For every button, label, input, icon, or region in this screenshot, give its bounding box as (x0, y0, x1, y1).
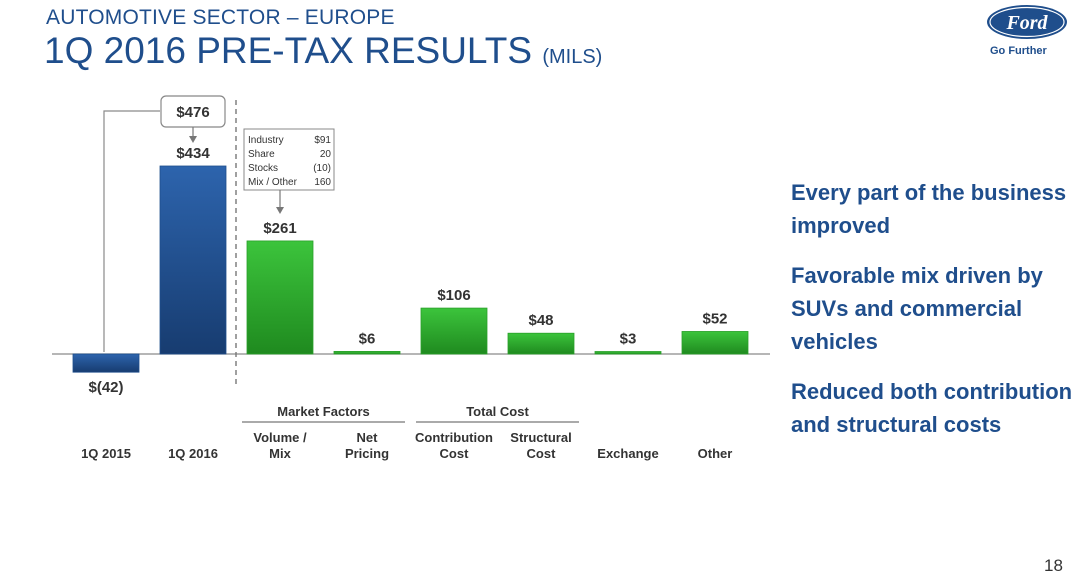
ford-logo-ring (989, 6, 1065, 38)
bar-6 (594, 351, 662, 355)
key-points: Every part of the business improved Favo… (791, 176, 1081, 458)
brand-tagline: Go Further (990, 45, 1047, 57)
category-label-7: Other (698, 446, 733, 461)
category-label-6: Exchange (597, 446, 658, 461)
value-label-2: $261 (263, 220, 296, 237)
category-label-1: 1Q 2016 (168, 446, 218, 461)
category-label-2-line-0: Volume / (253, 430, 307, 445)
category-label-5-line-1: Cost (527, 446, 557, 461)
ford-logo-text: Ford (1005, 12, 1048, 34)
value-label-1: $434 (176, 145, 210, 162)
breakdown-arrow-head (276, 207, 284, 214)
page-title: 1Q 2016 PRE-TAX RESULTS (MILS) (44, 30, 602, 72)
waterfall-chart: $(42) $434 $261 $6 $106 $48 $3 $52 $476 Industry $… (52, 95, 770, 461)
breakdown-value-1: 20 (320, 149, 332, 160)
group-label-1: Total Cost (466, 404, 529, 419)
callout-label: $476 (176, 104, 209, 121)
category-label-3-line-0: Net (357, 430, 379, 445)
bar-3 (333, 351, 401, 355)
callout-connector (103, 110, 160, 352)
bar-4 (420, 307, 488, 355)
category-label-5-line-0: Structural (510, 430, 571, 445)
bar-0 (72, 353, 140, 373)
category-label-4-line-1: Cost (440, 446, 470, 461)
value-label-5: $48 (528, 312, 553, 329)
bar-2 (246, 240, 314, 355)
category-label-3: Net Pricing (345, 430, 389, 461)
breakdown-value-3: 160 (314, 177, 331, 188)
category-label-4: Contribution Cost (415, 430, 493, 461)
category-label-7-line-0: Other (698, 446, 733, 461)
category-label-3-line-1: Pricing (345, 446, 389, 461)
category-label-5: Structural Cost (510, 430, 571, 461)
value-label-7: $52 (702, 310, 727, 327)
value-label-4: $106 (437, 287, 470, 304)
page-title-text: 1Q 2016 PRE-TAX RESULTS (44, 30, 533, 71)
group-label-0: Market Factors (277, 404, 369, 419)
value-label-0: $(42) (88, 379, 123, 396)
breakdown-label-0: Industry (248, 135, 284, 146)
ford-logo: Ford (987, 5, 1067, 39)
category-label-0: 1Q 2015 (81, 446, 131, 461)
breakdown-label-1: Share (248, 149, 275, 160)
breakdown-label-3: Mix / Other (248, 177, 298, 188)
key-point-1: Every part of the business improved (791, 180, 1067, 238)
title-unit: (MILS) (542, 46, 603, 68)
page-number: 18 (1044, 556, 1063, 575)
bar-7 (681, 331, 749, 355)
category-label-2-line-1: Mix (269, 446, 291, 461)
category-label-1-line-0: 1Q 2016 (168, 446, 218, 461)
key-point-2: Favorable mix driven by SUVs and commerc… (791, 263, 1043, 354)
callout-arrow-head (189, 136, 197, 143)
breakdown-label-2: Stocks (248, 163, 278, 174)
category-label-2: Volume / Mix (253, 430, 307, 461)
ford-logo-oval (987, 5, 1067, 39)
category-label-6-line-0: Exchange (597, 446, 658, 461)
value-label-3: $6 (359, 330, 376, 347)
key-point-3: Reduced both contribution and structural… (791, 379, 1073, 437)
section-kicker: AUTOMOTIVE SECTOR – EUROPE (46, 6, 395, 29)
bar-5 (507, 332, 575, 355)
value-label-6: $3 (620, 331, 637, 348)
breakdown-value-2: (10) (313, 163, 331, 174)
category-label-4-line-0: Contribution (415, 430, 493, 445)
bar-1 (159, 165, 227, 355)
category-label-0-line-0: 1Q 2015 (81, 446, 131, 461)
breakdown-value-0: $91 (314, 135, 331, 146)
breakdown-box (243, 128, 335, 191)
